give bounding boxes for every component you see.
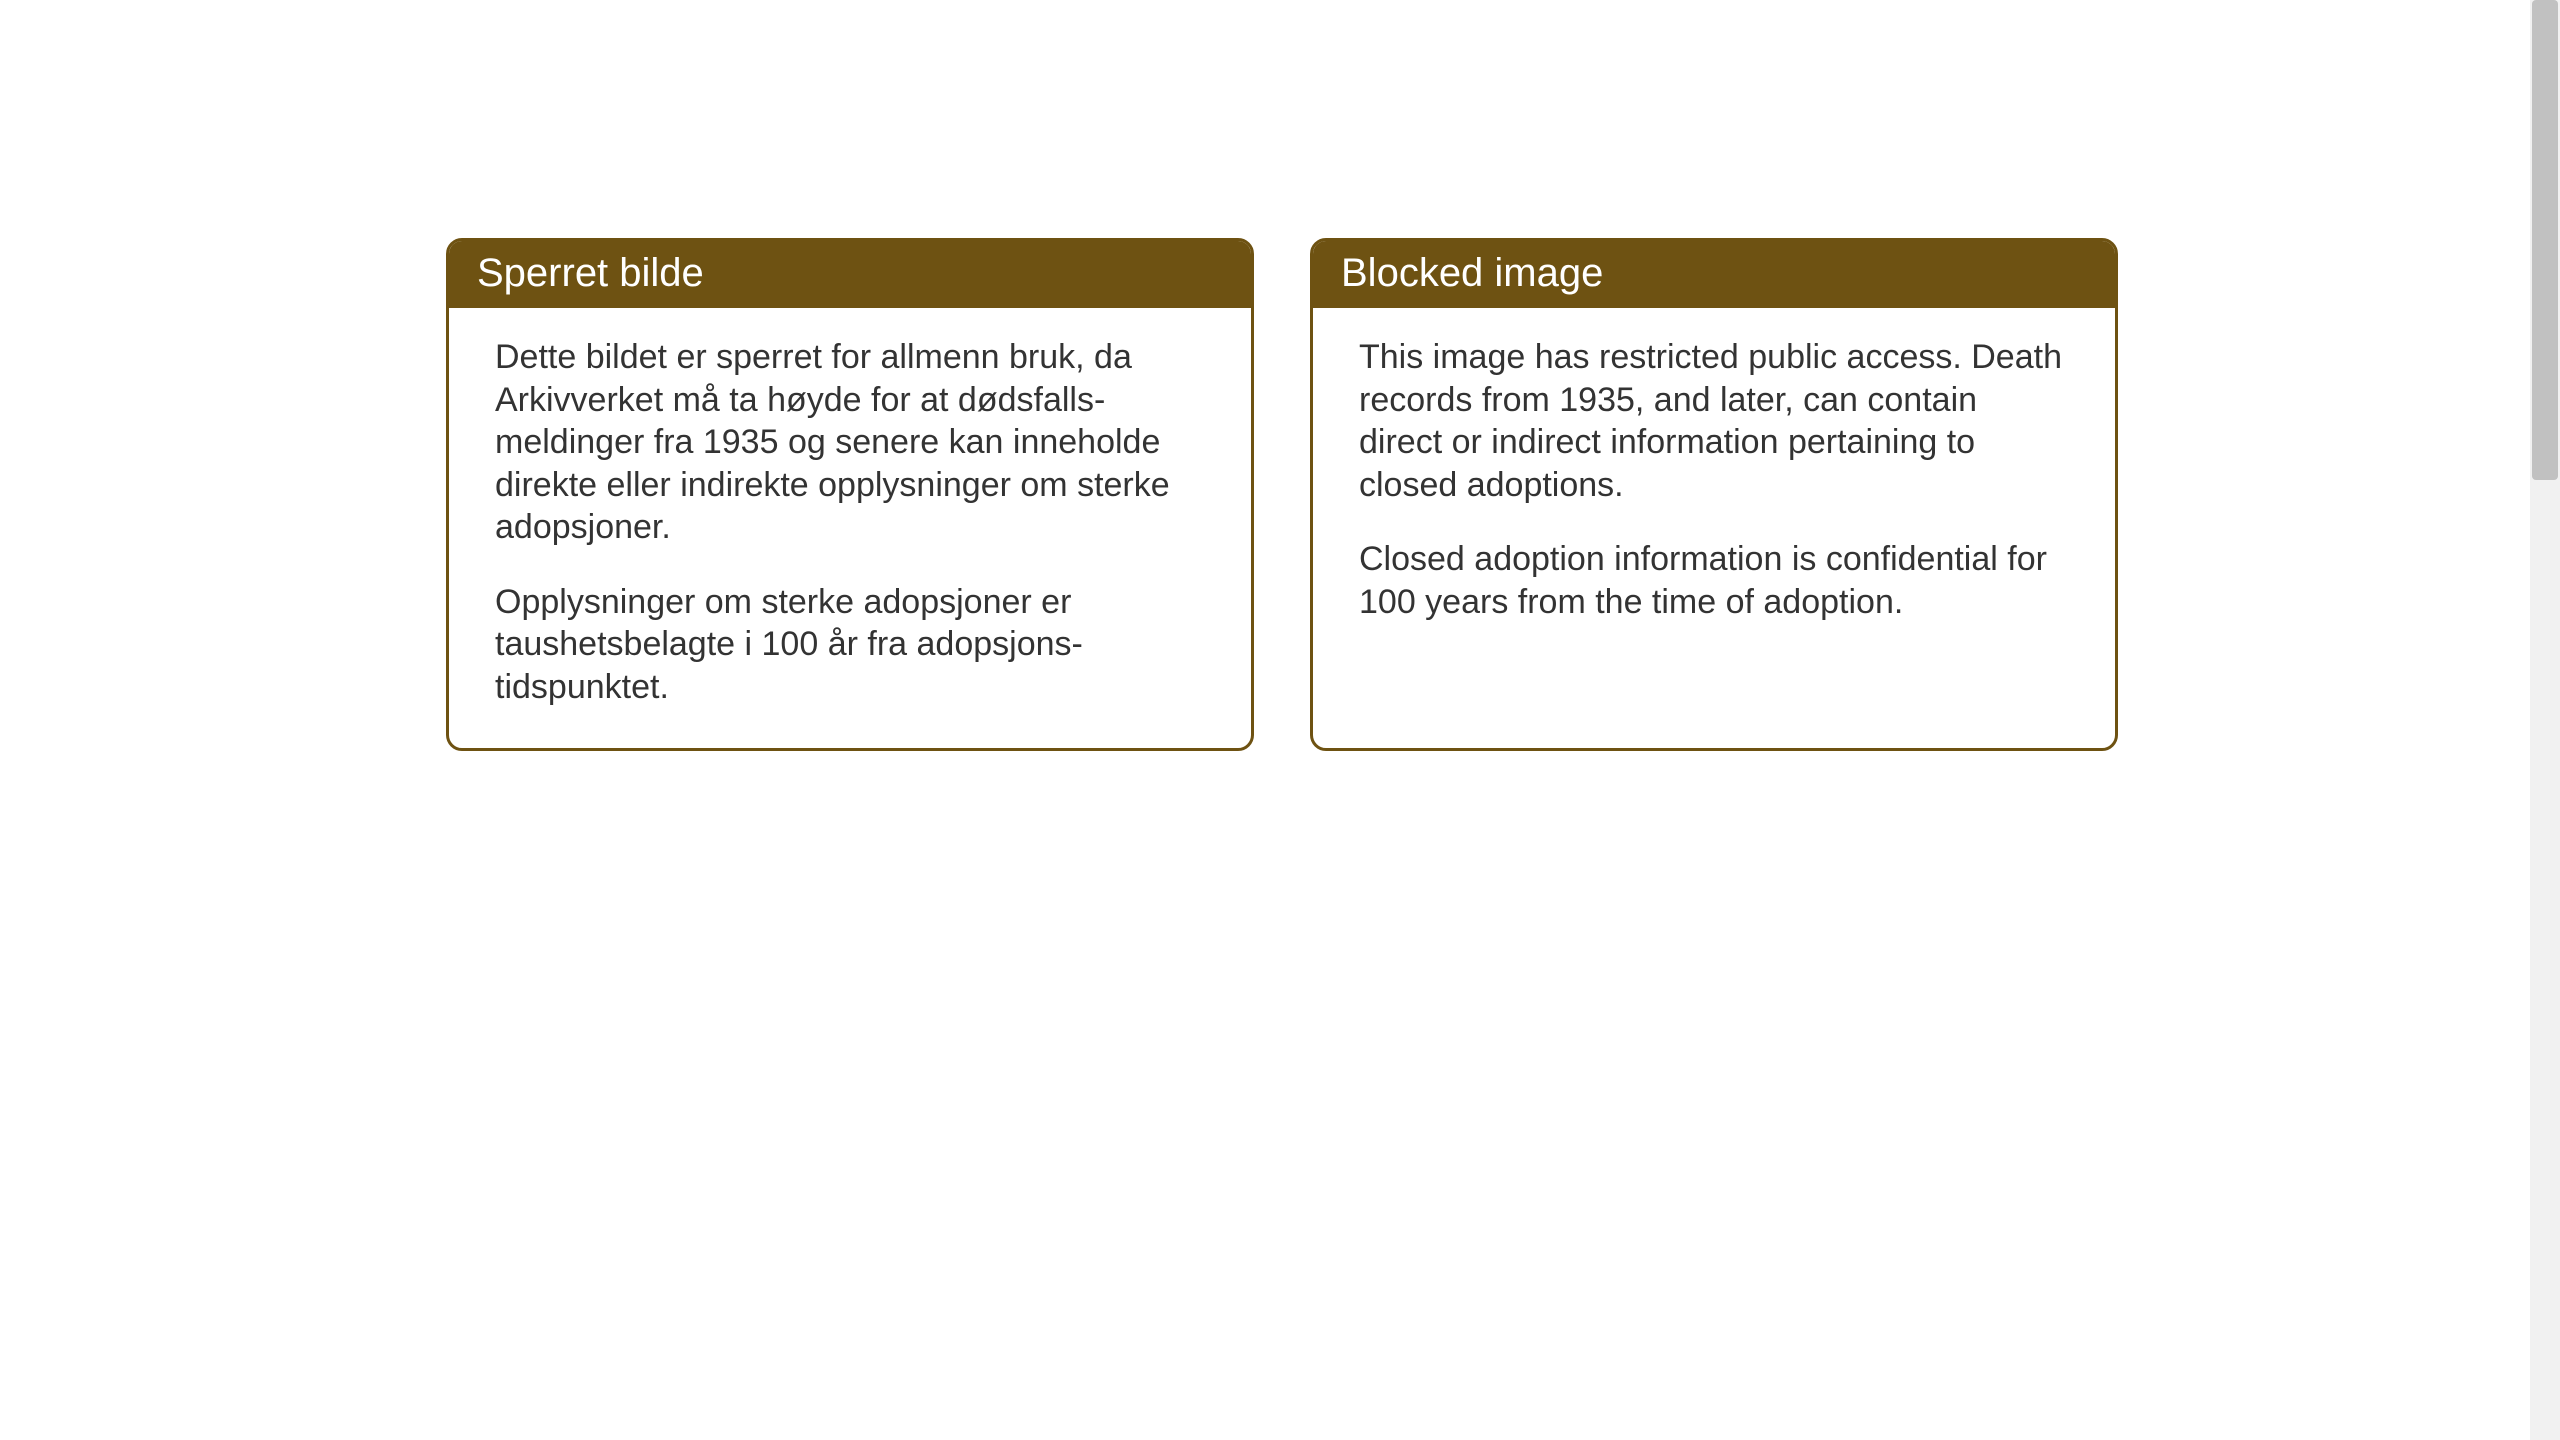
- notice-header-english: Blocked image: [1313, 241, 2115, 308]
- notice-box-english: Blocked image This image has restricted …: [1310, 238, 2118, 751]
- notice-paragraph-1-english: This image has restricted public access.…: [1359, 336, 2069, 506]
- notice-title-english: Blocked image: [1341, 251, 1603, 295]
- scrollbar-vertical[interactable]: [2530, 0, 2560, 1440]
- notice-paragraph-2-english: Closed adoption information is confident…: [1359, 538, 2069, 623]
- notice-title-norwegian: Sperret bilde: [477, 251, 704, 295]
- notice-body-norwegian: Dette bildet er sperret for allmenn bruk…: [449, 308, 1251, 748]
- scrollbar-thumb[interactable]: [2532, 0, 2558, 480]
- notice-paragraph-2-norwegian: Opplysninger om sterke adopsjoner er tau…: [495, 581, 1205, 709]
- notice-box-norwegian: Sperret bilde Dette bildet er sperret fo…: [446, 238, 1254, 751]
- notice-container: Sperret bilde Dette bildet er sperret fo…: [446, 238, 2118, 751]
- notice-paragraph-1-norwegian: Dette bildet er sperret for allmenn bruk…: [495, 336, 1205, 549]
- notice-header-norwegian: Sperret bilde: [449, 241, 1251, 308]
- notice-body-english: This image has restricted public access.…: [1313, 308, 2115, 663]
